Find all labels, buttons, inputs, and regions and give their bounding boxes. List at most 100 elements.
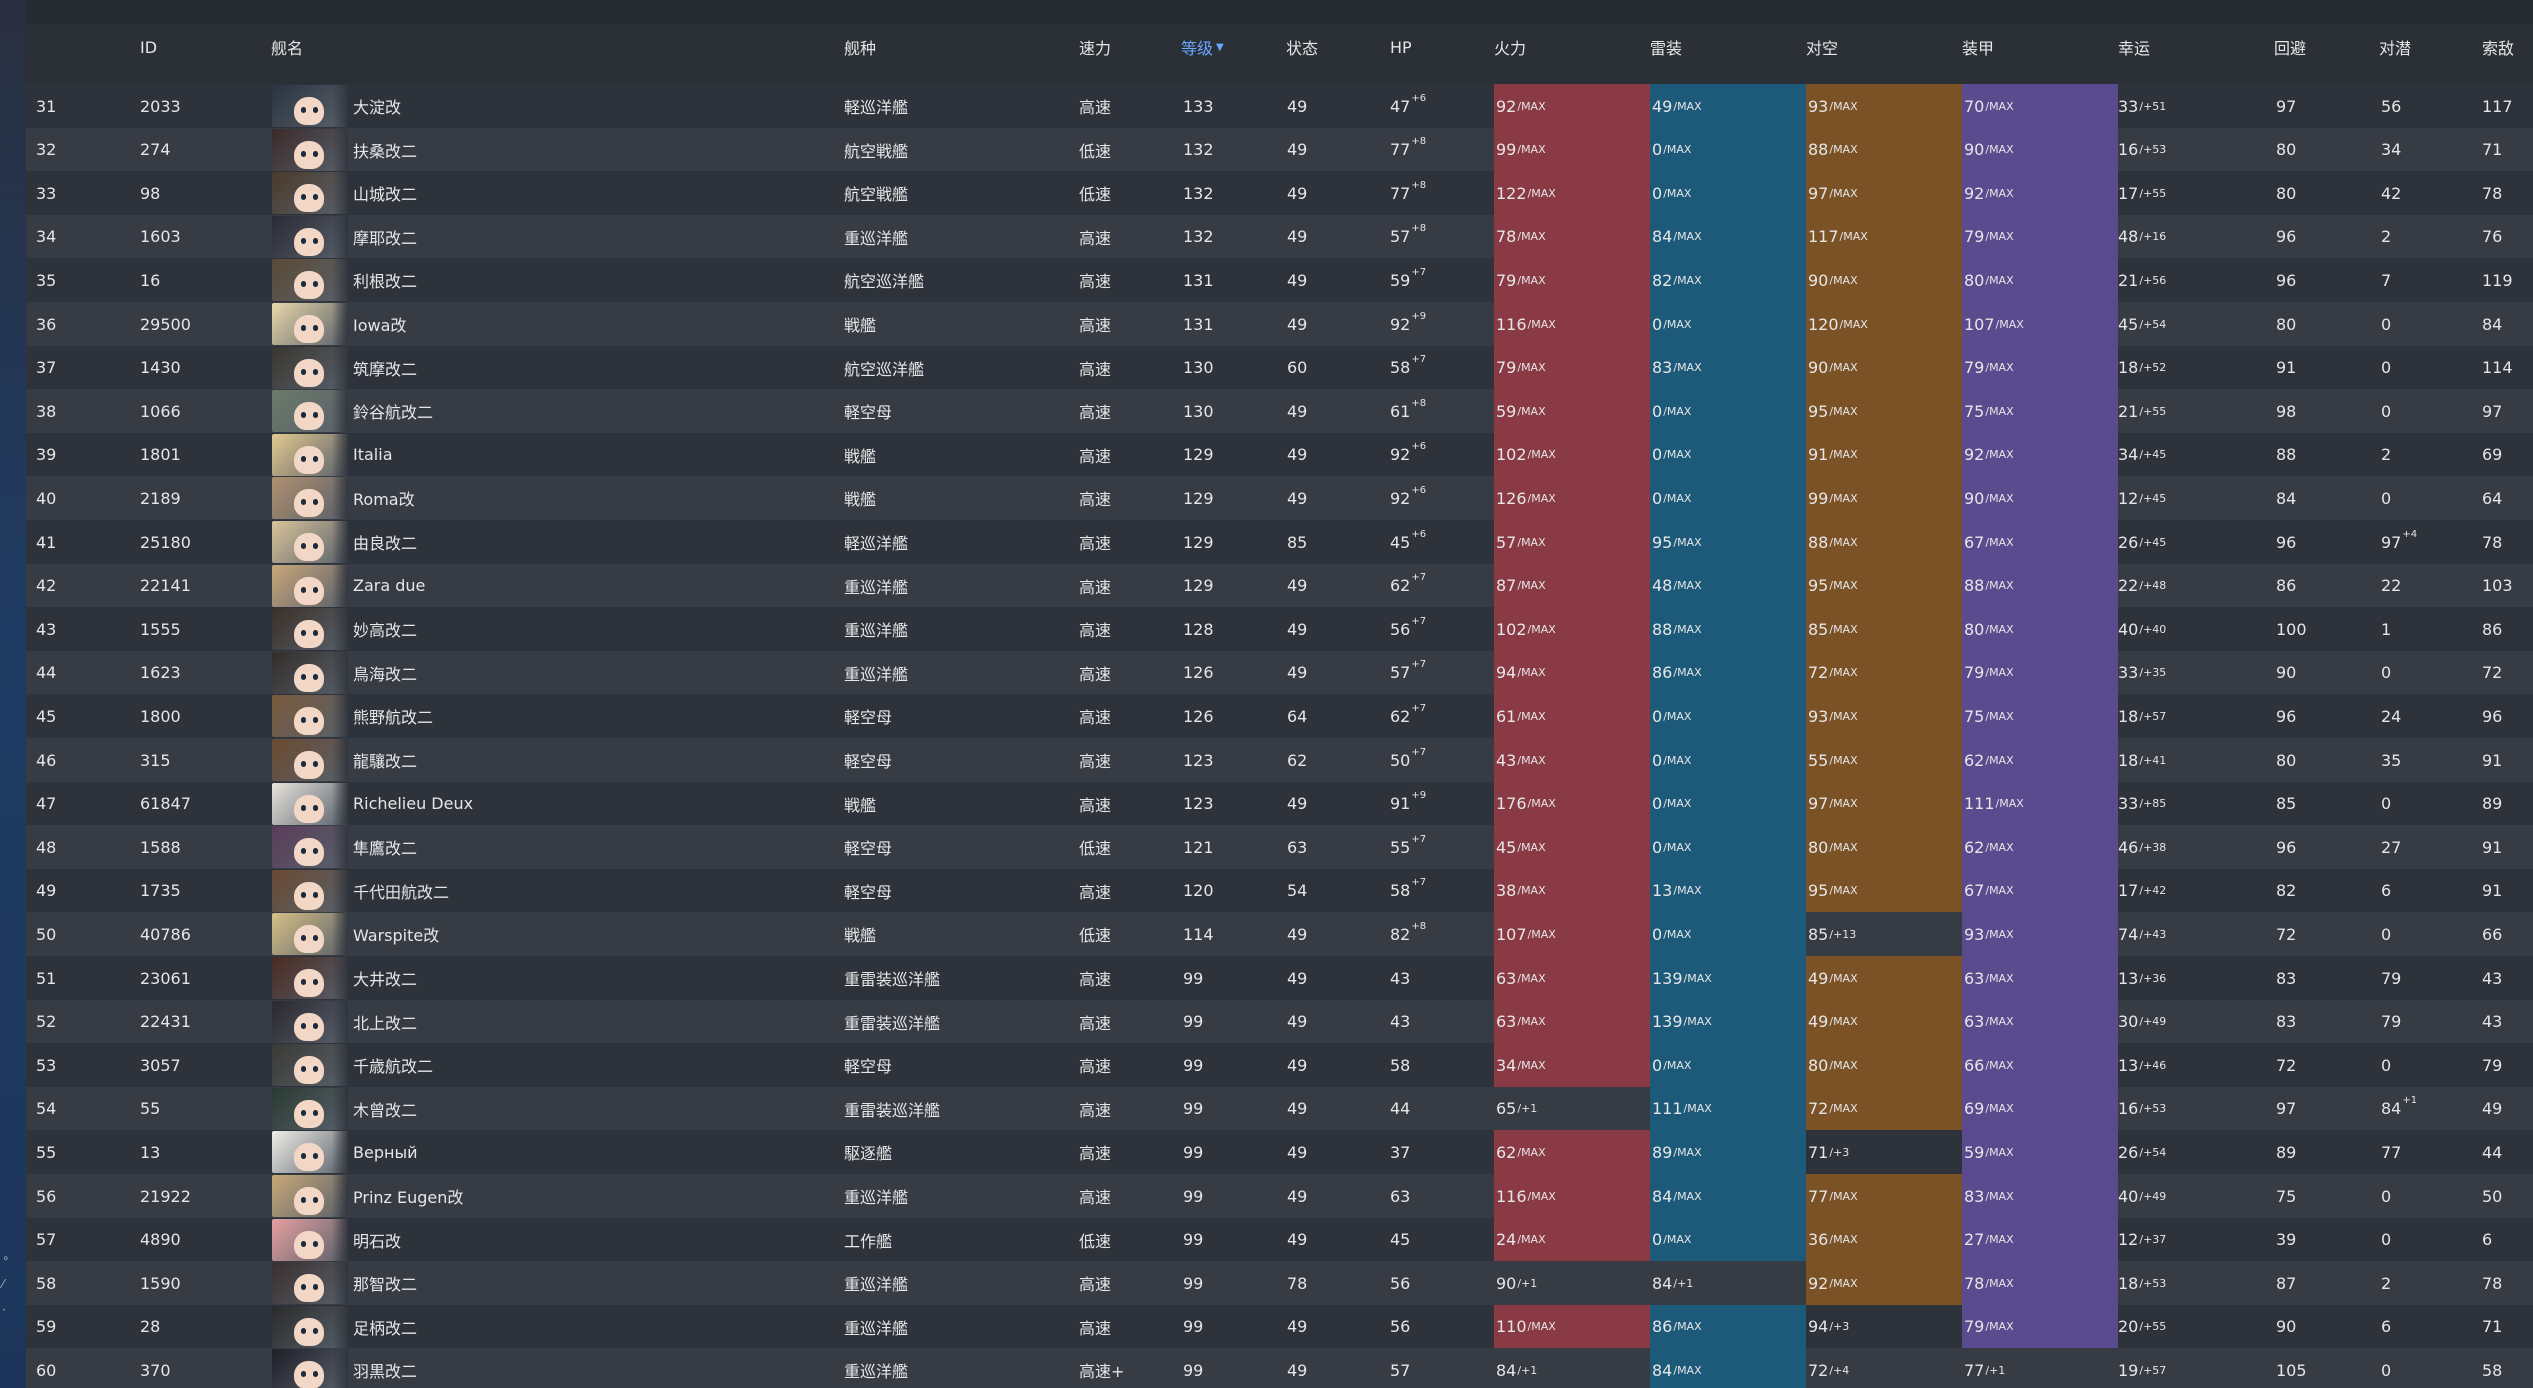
col-header-firepower[interactable]: 火力 — [1494, 39, 1527, 58]
table-row[interactable]: 55 13 Верный 駆逐艦 高速 99 49 37 62/MAX 89/MAX 71/+3 59… — [26, 1130, 2533, 1175]
ship-name: 鈴谷航改二 — [353, 403, 434, 423]
ship-id: 28 — [140, 1317, 161, 1337]
table-row[interactable]: 37 1430 筑摩改二 航空巡洋艦 高速 130 60 58 +7 79/MAX 83/MAX 90… — [26, 345, 2533, 390]
stat-asw: 0 — [2381, 782, 2391, 826]
table-row[interactable]: 49 1735 千代田航改二 軽空母 高速 120 54 58 +7 38/MAX 13/MAX 95… — [26, 868, 2533, 913]
table-row[interactable]: 60 370 羽黒改二 重巡洋艦 高速+ 99 49 57 84/+1 84/MAX 72/+4 77… — [26, 1348, 2533, 1388]
stat-armor-value: 80 — [1964, 619, 1985, 639]
col-header-luck[interactable]: 幸运 — [2118, 39, 2151, 58]
hp-value: 58 — [1390, 881, 1411, 901]
ship-speed: 高速 — [1079, 1057, 1112, 1077]
row-number: 31 — [36, 96, 57, 116]
stat-firepower-value: 24 — [1496, 1230, 1517, 1250]
avatar-eye — [313, 630, 318, 637]
col-header-type[interactable]: 舰种 — [844, 39, 877, 58]
ship-type: 航空戦艦 — [844, 141, 909, 161]
col-header-armor[interactable]: 装甲 — [1962, 39, 1995, 58]
table-row[interactable]: 34 1603 摩耶改二 重巡洋艦 高速 132 49 57 +8 78/MAX 84/MAX 117… — [26, 214, 2533, 259]
col-header-antiair[interactable]: 对空 — [1806, 39, 1839, 58]
ship-avatar — [272, 85, 348, 127]
col-header-hp[interactable]: HP — [1390, 37, 1412, 57]
luck-suffix: /+55 — [2139, 1320, 2167, 1334]
stat-firepower-suffix: /MAX — [1517, 143, 1546, 157]
stat-evasion: 91 — [2276, 358, 2297, 378]
table-row[interactable]: 39 1801 Italia 戦艦 高速 129 49 92 +6 102/MAX 0/MAX 91/… — [26, 432, 2533, 477]
stat-firepower-suffix: /+1 — [1517, 1102, 1538, 1116]
table-row[interactable]: 59 28 足柄改二 重巡洋艦 高速 99 49 56 110/MAX 86/MAX 94/+3 79… — [26, 1304, 2533, 1349]
table-row[interactable]: 57 4890 明石改 工作艦 低速 99 49 45 24/MAX 0/MAX 36/MAX 27/… — [26, 1217, 2533, 1262]
stat-antiair: 85/MAX — [1806, 607, 1962, 652]
stat-armor: 88/MAX — [1962, 563, 2118, 608]
table-row[interactable]: 40 2189 Roma改 戦艦 高速 129 49 92 +6 126/MAX 0/MAX 99/M… — [26, 476, 2533, 521]
hp-bonus: +9 — [1411, 790, 1427, 802]
table-row[interactable]: 38 1066 鈴谷航改二 軽空母 高速 130 49 61 +8 59/MAX 0/MAX 95/M… — [26, 389, 2533, 434]
col-header-asw[interactable]: 对潜 — [2379, 39, 2412, 58]
stat-armor-suffix: /MAX — [1985, 971, 2014, 985]
table-row[interactable]: 46 315 龍驤改二 軽空母 高速 123 62 50 +7 43/MAX 0/MAX 55/MAX… — [26, 738, 2533, 782]
stat-firepower-value: 116 — [1496, 1186, 1527, 1206]
stat-antiair: 72/MAX — [1806, 650, 1962, 695]
ship-condition: 49 — [1287, 445, 1308, 465]
table-row[interactable]: 36 29500 Iowa改 戦艦 高速 131 49 92 +9 116/MAX 0/MAX 120… — [26, 302, 2533, 346]
stat-antiair-suffix: /MAX — [1839, 230, 1868, 244]
table-row[interactable]: 47 61847 Richelieu Deux 戦艦 高速 123 49 91 +9 176/MA… — [26, 781, 2533, 826]
luck-value: 22 — [2118, 576, 2139, 596]
stat-luck: 18/+52 — [2118, 346, 2166, 390]
ship-condition: 64 — [1287, 706, 1308, 726]
ship-hp: 62 +7 — [1390, 564, 1426, 608]
table-row[interactable]: 43 1555 妙高改二 重巡洋艦 高速 128 49 56 +7 102/MAX 88/MAX 85… — [26, 607, 2533, 652]
col-header-name[interactable]: 舰名 — [271, 39, 304, 58]
stat-firepower: 176/MAX — [1494, 781, 1650, 826]
table-row[interactable]: 33 98 山城改二 航空戦艦 低速 132 49 77 +8 122/MAX 0/MAX 97/MA… — [26, 171, 2533, 216]
stat-armor: 90/MAX — [1962, 127, 2118, 172]
stat-firepower-value: 94 — [1496, 663, 1517, 683]
luck-value: 30 — [2118, 1012, 2139, 1032]
stat-torpedo-suffix: /MAX — [1663, 927, 1692, 941]
table-row[interactable]: 51 23061 大井改二 重雷装巡洋艦 高速 99 49 43 63/MAX 139/MAX 49… — [26, 956, 2533, 1000]
table-row[interactable]: 50 40786 Warspite改 戦艦 低速 114 49 82 +8 107/MAX 0/MA… — [26, 912, 2533, 957]
table-row[interactable]: 45 1800 熊野航改二 軽空母 高速 126 64 62 +7 61/MAX 0/MAX 93/M… — [26, 694, 2533, 739]
stat-torpedo-value: 0 — [1652, 488, 1663, 508]
stat-firepower-value: 43 — [1496, 750, 1517, 770]
luck-value: 20 — [2118, 1317, 2139, 1337]
table-row[interactable]: 52 22431 北上改二 重雷装巡洋艦 高速 99 49 43 63/MAX 139/MAX 49… — [26, 999, 2533, 1044]
stat-firepower: 94/MAX — [1494, 650, 1650, 695]
stat-firepower-value: 176 — [1496, 794, 1527, 814]
col-header-id[interactable]: ID — [140, 37, 158, 57]
table-row[interactable]: 58 1590 那智改二 重巡洋艦 高速 99 78 56 90/+1 84/+1 92/MAX 78… — [26, 1261, 2533, 1306]
stat-evasion: 96 — [2276, 532, 2297, 552]
table-row[interactable]: 53 3057 千歳航改二 軽空母 高速 99 49 58 34/MAX 0/MAX 80/MAX 6… — [26, 1043, 2533, 1088]
table-row[interactable]: 48 1588 隼鷹改二 軽空母 低速 121 63 55 +7 45/MAX 0/MAX 80/MA… — [26, 825, 2533, 870]
stat-asw: 0 — [2381, 912, 2391, 956]
ship-level: 132 — [1183, 227, 1214, 247]
table-row[interactable]: 56 21922 Prinz Eugen改 重巡洋艦 高速 99 49 63 116/MAX 84… — [26, 1174, 2533, 1218]
stat-armor: 79/MAX — [1962, 650, 2118, 695]
ship-level: 120 — [1183, 881, 1214, 901]
table-row[interactable]: 41 25180 由良改二 軽巡洋艦 高速 129 85 45 +6 57/MAX 95/MAX 88… — [26, 520, 2533, 564]
stat-evasion: 98 — [2276, 401, 2297, 421]
col-header-level[interactable]: 等级 ▼ — [1181, 24, 1224, 70]
col-header-los[interactable]: 索敌 — [2482, 39, 2515, 58]
table-row[interactable]: 32 274 扶桑改二 航空戦艦 低速 132 49 77 +8 99/MAX 0/MAX 88/MA… — [26, 127, 2533, 172]
table-row[interactable]: 42 22141 Zara due 重巡洋艦 高速 129 49 62 +7 87/MAX 48/M… — [26, 563, 2533, 608]
col-header-evasion[interactable]: 回避 — [2274, 39, 2307, 58]
table-row[interactable]: 35 16 利根改二 航空巡洋艦 高速 131 49 59 +7 79/MAX 82/MAX 90/M… — [26, 258, 2533, 303]
stat-antiair-suffix: /+3 — [1829, 1320, 1850, 1334]
avatar-face — [294, 445, 324, 474]
ship-type: 重巡洋艦 — [844, 1188, 909, 1207]
col-header-torpedo[interactable]: 雷装 — [1650, 39, 1683, 58]
stat-luck: 33/+35 — [2118, 651, 2166, 695]
table-row[interactable]: 54 55 木曾改二 重雷装巡洋艦 高速 99 49 44 65/+1 111/MAX 72/MAX… — [26, 1086, 2533, 1131]
ship-avatar — [272, 695, 348, 738]
avatar-face — [294, 838, 324, 867]
ship-hp: 57 +7 — [1390, 651, 1426, 695]
row-number: 36 — [36, 314, 57, 334]
col-header-condition[interactable]: 状态 — [1286, 39, 1319, 58]
avatar-eye — [301, 761, 306, 767]
stat-armor-value: 63 — [1964, 1012, 1985, 1032]
table-row[interactable]: 31 2033 大淀改 軽巡洋艦 高速 133 49 47 +6 92/MAX 49/MAX 93/M… — [26, 84, 2533, 128]
asw-value: 2 — [2381, 1273, 2392, 1293]
table-row[interactable]: 44 1623 鳥海改二 重巡洋艦 高速 126 49 57 +7 94/MAX 86/MAX 72/… — [26, 650, 2533, 695]
col-header-speed[interactable]: 速力 — [1079, 39, 1112, 58]
stat-firepower-suffix: /MAX — [1527, 927, 1556, 941]
